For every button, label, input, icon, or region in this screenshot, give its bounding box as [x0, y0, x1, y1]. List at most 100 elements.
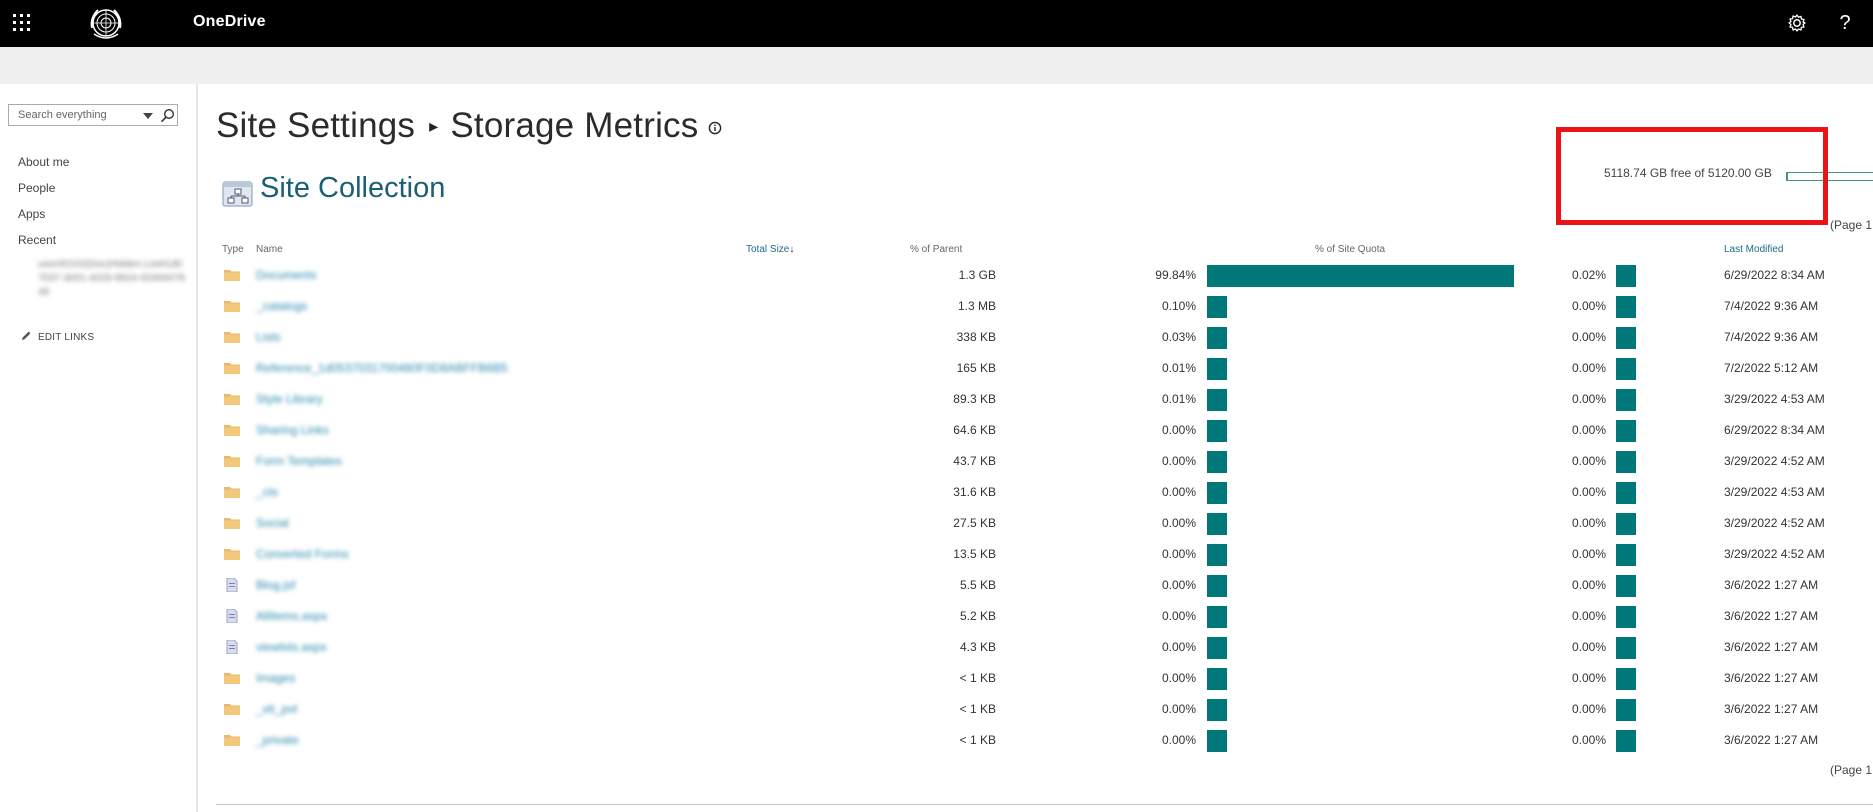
column-header-percent-quota: % of Site Quota: [1315, 244, 1386, 255]
item-percent-quota: 0.00%: [1571, 361, 1606, 375]
item-name-link[interactable]: viewlsts.aspx: [256, 640, 327, 654]
search-scope-dropdown-icon[interactable]: [143, 113, 153, 119]
un-emblem-icon[interactable]: [86, 4, 126, 44]
item-name-link[interactable]: _vti_pvt: [256, 702, 298, 716]
nav-item-apps[interactable]: Apps: [18, 207, 46, 221]
item-percent-parent: 0.00%: [1161, 578, 1196, 592]
ribbon-band: [0, 47, 1873, 84]
gear-icon[interactable]: [1786, 12, 1808, 34]
item-last-modified: 3/6/2022 1:27 AM: [1724, 640, 1819, 654]
recent-item-link[interactable]: user00102(Doc)Hidden.List#1d07037-3001-4…: [38, 259, 185, 298]
folder-icon: [224, 673, 240, 684]
column-header-total-size[interactable]: Total Size↓: [746, 244, 794, 255]
edit-links-button[interactable]: EDIT LINKS: [20, 330, 94, 343]
item-total-size: < 1 KB: [959, 702, 996, 716]
item-name-link[interactable]: Reference_1d0537031700480F0D8ABFFB6B5: [256, 361, 508, 375]
percent-parent-bar: [1207, 668, 1227, 690]
app-launcher-icon[interactable]: [13, 14, 31, 32]
folder-icon: [224, 704, 240, 715]
item-percent-parent: 0.10%: [1161, 299, 1196, 313]
item-percent-parent: 0.00%: [1161, 547, 1196, 561]
table-row: _cts 31.6 KB 0.00% 0.00% 3/29/2022 4:53 AM: [216, 477, 1873, 508]
item-total-size: 89.3 KB: [953, 392, 996, 406]
nav-item-about-me[interactable]: About me: [18, 155, 70, 169]
item-percent-parent: 0.00%: [1161, 423, 1196, 437]
item-name-link[interactable]: Images: [256, 671, 296, 685]
nav-item-recent[interactable]: Recent: [18, 233, 57, 247]
nav-item-people[interactable]: People: [18, 181, 56, 195]
suite-header: OneDrive ?: [0, 0, 1873, 47]
item-percent-parent: 0.00%: [1161, 671, 1196, 685]
item-percent-quota: 0.00%: [1571, 609, 1606, 623]
percent-quota-bar: [1616, 606, 1636, 628]
item-name-link[interactable]: Sharing Links: [256, 423, 329, 437]
percent-quota-bar: [1616, 482, 1636, 504]
item-name-link[interactable]: Lists: [256, 330, 281, 344]
item-name-link[interactable]: _private: [256, 733, 299, 747]
column-header-type: Type: [222, 244, 244, 255]
item-name-link[interactable]: AllItems.aspx: [256, 609, 328, 623]
quota-usage-fill: [1787, 173, 1789, 180]
item-percent-parent: 0.00%: [1161, 640, 1196, 654]
total-size-label: Total Size: [746, 244, 790, 255]
percent-quota-bar: [1616, 637, 1636, 659]
item-percent-parent: 0.00%: [1161, 516, 1196, 530]
percent-parent-bar: [1207, 358, 1227, 380]
table-row: AllItems.aspx 5.2 KB 0.00% 0.00% 3/6/2022 1:…: [216, 601, 1873, 632]
item-percent-parent: 99.84%: [1155, 268, 1196, 282]
search-input[interactable]: [9, 105, 143, 125]
item-percent-parent: 0.00%: [1161, 454, 1196, 468]
folder-icon: [224, 332, 240, 343]
item-last-modified: 3/29/2022 4:53 AM: [1724, 392, 1825, 406]
item-name-link[interactable]: Social: [256, 516, 289, 530]
file-icon: [226, 640, 238, 654]
section-title: Site Collection: [260, 172, 446, 204]
item-last-modified: 3/6/2022 1:27 AM: [1724, 578, 1819, 592]
percent-parent-bar: [1207, 575, 1227, 597]
item-name-link[interactable]: Style Library: [256, 392, 323, 406]
item-percent-quota: 0.00%: [1571, 640, 1606, 654]
folder-icon: [224, 394, 240, 405]
item-last-modified: 3/6/2022 1:27 AM: [1724, 671, 1819, 685]
item-name-link[interactable]: _catalogs: [256, 299, 308, 313]
info-icon[interactable]: [708, 121, 722, 135]
site-collection-icon: [222, 181, 253, 207]
item-total-size: 1.3 GB: [958, 268, 996, 282]
table-row: Sharing Links 64.6 KB 0.00% 0.00% 6/29/2022 …: [216, 415, 1873, 446]
file-icon: [226, 578, 238, 592]
percent-quota-bar: [1616, 420, 1636, 442]
item-percent-parent: 0.03%: [1161, 330, 1196, 344]
paging-bottom[interactable]: (Page 1: [1830, 763, 1873, 777]
item-last-modified: 3/6/2022 1:27 AM: [1724, 609, 1819, 623]
paging-top[interactable]: (Page 1: [1830, 218, 1873, 232]
item-name-link[interactable]: Form Templates: [256, 454, 342, 468]
item-percent-parent: 0.01%: [1161, 361, 1196, 375]
file-icon: [226, 609, 238, 623]
column-header-percent-parent: % of Parent: [910, 244, 963, 255]
item-total-size: 5.5 KB: [959, 578, 996, 592]
item-name-link[interactable]: Documents: [256, 268, 317, 282]
search-icon[interactable]: [160, 108, 175, 123]
search-box: [8, 104, 178, 126]
column-header-name[interactable]: Name: [256, 244, 283, 255]
breadcrumb-site-settings[interactable]: Site Settings: [216, 106, 416, 145]
item-name-link[interactable]: _cts: [256, 485, 279, 499]
percent-quota-bar: [1616, 358, 1636, 380]
percent-parent-bar: [1207, 420, 1227, 442]
item-total-size: 338 KB: [956, 330, 996, 344]
item-name-link[interactable]: Converted Forms: [256, 547, 349, 561]
percent-parent-bar: [1207, 699, 1227, 721]
item-percent-quota: 0.00%: [1571, 299, 1606, 313]
page-title: Site Settings ▸ Storage Metrics: [216, 106, 722, 146]
app-name[interactable]: OneDrive: [193, 13, 266, 30]
percent-parent-bar: [1207, 606, 1227, 628]
table-row: _vti_pvt < 1 KB 0.00% 0.00% 3/6/2022 1:27 AM: [216, 694, 1873, 725]
percent-quota-bar: [1616, 544, 1636, 566]
folder-icon: [224, 363, 240, 374]
folder-icon: [224, 456, 240, 467]
percent-quota-bar: [1616, 668, 1636, 690]
column-header-last-modified[interactable]: Last Modified: [1724, 244, 1784, 255]
highlight-annotation: [1556, 127, 1828, 225]
help-icon[interactable]: ?: [1839, 12, 1851, 34]
item-name-link[interactable]: Blog.jsf: [256, 578, 296, 592]
